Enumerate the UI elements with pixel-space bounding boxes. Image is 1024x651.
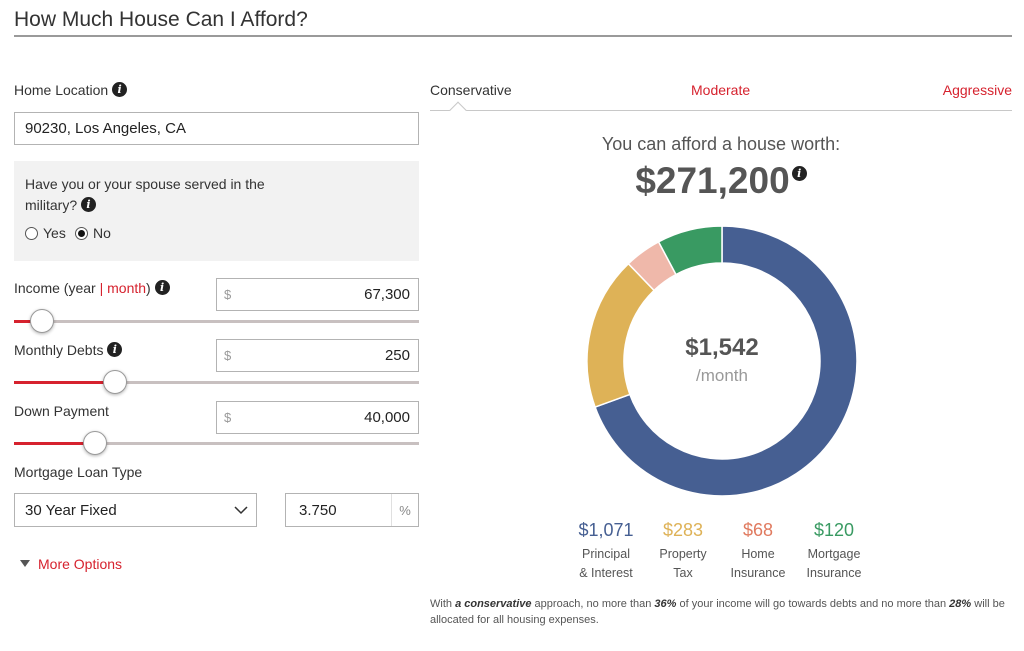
income-label: Income (year | month) i [14, 280, 170, 296]
home-location-value: 90230, Los Angeles, CA [25, 120, 186, 137]
title-divider [14, 35, 1012, 37]
currency-symbol: $ [224, 410, 232, 425]
donut-slice-principal-interest [594, 226, 857, 496]
tab-divider [430, 110, 1012, 111]
military-panel [14, 161, 419, 261]
income-label-suffix: ) [146, 280, 151, 296]
monthly-payment-donut-chart [587, 226, 857, 496]
donut-slice-mortgage-insurance [657, 226, 723, 276]
currency-symbol: $ [224, 348, 232, 363]
footnote-emphasis: a conservative [455, 598, 532, 610]
info-icon[interactable]: i [81, 197, 97, 212]
military-no-label[interactable]: No [93, 225, 111, 241]
loan-type-value: 30 Year Fixed [25, 502, 117, 519]
currency-symbol: $ [224, 287, 232, 302]
down-payment-value: 40,000 [364, 409, 410, 426]
income-value: 67,300 [364, 286, 410, 303]
income-month-link[interactable]: month [107, 280, 147, 296]
info-icon[interactable]: i [154, 280, 170, 295]
monthly-debts-label-text: Monthly Debts [14, 342, 104, 358]
footnote-text: will be allocated for all housing expens… [430, 598, 1005, 626]
monthly-debts-input[interactable]: $ 250 [216, 339, 419, 372]
military-question-text: Have you or your spouse served in the mi… [25, 176, 265, 213]
income-label-prefix: Income (year [14, 280, 96, 296]
percent-symbol: % [391, 494, 418, 526]
income-input[interactable]: $ 67,300 [216, 278, 419, 311]
footnote-text: approach, no more than [531, 598, 655, 610]
legend-label: Insurance [806, 566, 862, 580]
page-title: How Much House Can I Afford? [14, 8, 308, 31]
monthly-debts-slider[interactable] [14, 370, 419, 394]
loan-type-select[interactable]: 30 Year Fixed [14, 493, 257, 527]
down-payment-slider-handle[interactable] [83, 431, 107, 455]
legend-value: $120 [813, 520, 855, 540]
legend-label: Mortgage [807, 547, 861, 561]
income-slider[interactable] [14, 309, 419, 333]
legend-principal-interest: $1,071 Principal & Interest [563, 520, 649, 583]
income-slider-handle[interactable] [30, 309, 55, 333]
afford-amount-value: $271,200 [635, 160, 790, 201]
down-payment-slider-fill [14, 442, 95, 445]
footnote-emphasis: 28% [949, 598, 972, 610]
footnote-text: of your income will go towards debts and… [676, 598, 950, 610]
legend-label: Property [659, 547, 707, 561]
legend-value: $1,071 [578, 520, 634, 540]
military-no-radio[interactable] [75, 227, 88, 240]
legend-value: $68 [742, 520, 774, 540]
interest-rate-value: 3.750 [299, 502, 337, 519]
tab-moderate[interactable]: Moderate [691, 82, 751, 98]
legend-label: & Interest [579, 566, 633, 580]
more-options-label: More Options [38, 556, 123, 572]
legend-home-insurance: $68 Home Insurance [715, 520, 801, 583]
info-icon[interactable]: i [107, 342, 123, 357]
monthly-debts-slider-handle[interactable] [103, 370, 128, 394]
caret-down-icon [20, 560, 30, 567]
legend-label: Principal [582, 547, 630, 561]
footnote-text: With [430, 598, 456, 610]
home-location-label-text: Home Location [14, 82, 109, 98]
military-yes-radio[interactable] [25, 227, 38, 240]
legend-label: Home [741, 547, 775, 561]
monthly-debts-label: Monthly Debts i [14, 342, 123, 358]
military-question: Have you or your spouse served in the mi… [25, 174, 285, 216]
legend-label: Insurance [730, 566, 786, 580]
monthly-payment-amount: $1,542 [685, 334, 759, 361]
home-location-label: Home Location i [14, 82, 128, 98]
military-yes-label[interactable]: Yes [43, 225, 66, 241]
tab-aggressive[interactable]: Aggressive [942, 82, 1012, 98]
legend-value: $283 [662, 520, 704, 540]
monthly-payment-unit: /month [696, 366, 748, 385]
info-icon[interactable]: i [791, 166, 807, 181]
afford-amount: $271,200 i [430, 160, 1012, 202]
interest-rate-input[interactable]: 3.750 % [285, 493, 419, 527]
income-label-separator: | [99, 280, 104, 296]
approach-footnote: With a conservative approach, no more th… [430, 596, 1012, 628]
loan-type-label: Mortgage Loan Type [14, 464, 143, 480]
tab-conservative[interactable]: Conservative [430, 82, 512, 98]
legend-mortgage-insurance: $120 Mortgage Insurance [791, 520, 877, 583]
footnote-emphasis: 36% [654, 598, 677, 610]
legend-property-tax: $283 Property Tax [640, 520, 726, 583]
info-icon[interactable]: i [112, 82, 128, 97]
down-payment-input[interactable]: $ 40,000 [216, 401, 419, 434]
monthly-debts-slider-fill [14, 381, 116, 384]
down-payment-slider[interactable] [14, 431, 419, 455]
down-payment-label: Down Payment [14, 403, 109, 419]
active-tab-indicator [449, 101, 467, 119]
home-location-input[interactable]: 90230, Los Angeles, CA [14, 112, 419, 145]
legend-label: Tax [673, 566, 693, 580]
more-options-toggle[interactable]: More Options [20, 556, 122, 572]
chevron-down-icon [234, 506, 248, 515]
monthly-debts-value: 250 [384, 347, 410, 364]
income-slider-fill [14, 320, 43, 323]
afford-caption: You can afford a house worth: [601, 134, 841, 154]
